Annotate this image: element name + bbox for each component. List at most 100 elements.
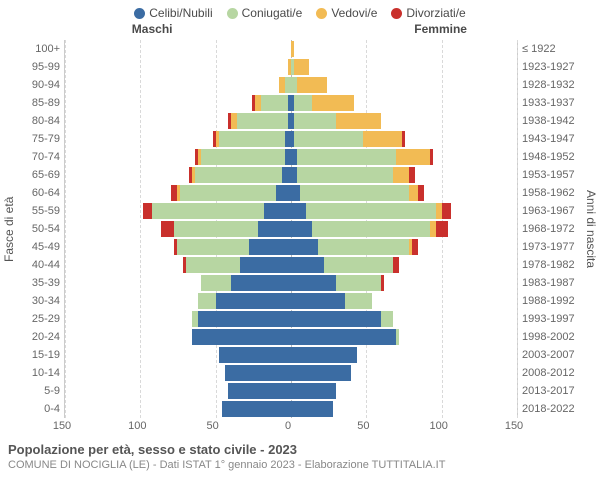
- bar-row: [65, 220, 517, 238]
- bar-segment: [249, 239, 291, 255]
- bar-row: [65, 310, 517, 328]
- bar-segment: [294, 59, 309, 75]
- birth-tick: 1978-1982: [522, 256, 582, 274]
- age-tick: 25-29: [18, 310, 60, 328]
- bar-segment: [336, 113, 381, 129]
- header-male: Maschi: [132, 22, 173, 36]
- male-bar: [201, 275, 291, 291]
- legend-label: Divorziati/e: [406, 6, 465, 20]
- age-tick: 50-54: [18, 220, 60, 238]
- bar-segment: [291, 203, 306, 219]
- bar-segment: [231, 275, 291, 291]
- bar-segment: [291, 257, 324, 273]
- bar-row: [65, 400, 517, 418]
- bar-segment: [201, 275, 231, 291]
- bar-segment: [396, 149, 429, 165]
- bar-segment: [312, 95, 354, 111]
- female-bar: [291, 311, 393, 327]
- bar-segment: [261, 95, 288, 111]
- age-tick: 20-24: [18, 328, 60, 346]
- bar-row: [65, 148, 517, 166]
- bar-row: [65, 130, 517, 148]
- female-bar: [291, 275, 384, 291]
- bar-segment: [258, 221, 291, 237]
- bar-segment: [291, 383, 336, 399]
- bar-segment: [291, 41, 294, 57]
- bar-segment: [264, 203, 291, 219]
- birth-tick: 1933-1937: [522, 94, 582, 112]
- bar-row: [65, 364, 517, 382]
- bar-segment: [291, 401, 333, 417]
- female-bar: [291, 401, 333, 417]
- bar-segment: [294, 95, 312, 111]
- bar-segment: [219, 131, 285, 147]
- birth-tick: 1988-1992: [522, 292, 582, 310]
- bar-row: [65, 58, 517, 76]
- bar-segment: [324, 257, 393, 273]
- age-tick: 85-89: [18, 94, 60, 112]
- birth-tick: 2018-2022: [522, 400, 582, 418]
- male-bar: [222, 401, 291, 417]
- age-tick: 55-59: [18, 202, 60, 220]
- x-tick: 100: [429, 420, 447, 432]
- bar-segment: [186, 257, 240, 273]
- legend-swatch: [316, 8, 327, 19]
- bar-segment: [240, 257, 291, 273]
- bar-segment: [291, 239, 318, 255]
- bars: [65, 40, 517, 418]
- age-tick: 80-84: [18, 112, 60, 130]
- bar-segment: [393, 167, 408, 183]
- age-tick: 90-94: [18, 76, 60, 94]
- bar-segment: [198, 293, 216, 309]
- bar-segment: [174, 221, 258, 237]
- bar-segment: [393, 257, 399, 273]
- female-bar: [291, 365, 351, 381]
- bar-segment: [318, 239, 408, 255]
- legend-label: Vedovi/e: [331, 6, 377, 20]
- bar-row: [65, 184, 517, 202]
- male-bar: [161, 221, 291, 237]
- bar-segment: [345, 293, 372, 309]
- bar-row: [65, 274, 517, 292]
- age-tick: 65-69: [18, 166, 60, 184]
- age-tick: 40-44: [18, 256, 60, 274]
- bar-segment: [276, 185, 291, 201]
- male-bar: [143, 203, 291, 219]
- x-tick: 50: [357, 420, 369, 432]
- bar-segment: [381, 311, 393, 327]
- x-tick: 150: [505, 420, 523, 432]
- male-bar: [279, 77, 291, 93]
- bar-segment: [225, 365, 291, 381]
- age-tick: 100+: [18, 40, 60, 58]
- male-bar: [228, 383, 291, 399]
- bar-row: [65, 346, 517, 364]
- male-bar: [213, 131, 291, 147]
- birth-tick: 2013-2017: [522, 382, 582, 400]
- age-tick: 60-64: [18, 184, 60, 202]
- bar-segment: [237, 113, 288, 129]
- bar-segment: [306, 203, 436, 219]
- bar-row: [65, 76, 517, 94]
- female-bar: [291, 329, 399, 345]
- female-bar: [291, 347, 357, 363]
- male-bar: [228, 113, 291, 129]
- birth-tick: 1973-1977: [522, 238, 582, 256]
- female-bar: [291, 113, 381, 129]
- bar-segment: [442, 203, 451, 219]
- birth-tick: 2008-2012: [522, 364, 582, 382]
- bar-row: [65, 292, 517, 310]
- x-tick: 100: [128, 420, 146, 432]
- birth-tick: ≤ 1922: [522, 40, 582, 58]
- bar-row: [65, 202, 517, 220]
- legend-label: Celibi/Nubili: [149, 6, 212, 20]
- legend-item-vedovi: Vedovi/e: [316, 6, 377, 20]
- bar-row: [65, 40, 517, 58]
- footer: Popolazione per età, sesso e stato civil…: [0, 436, 600, 471]
- age-tick: 5-9: [18, 382, 60, 400]
- bar-segment: [291, 347, 357, 363]
- male-bar: [174, 239, 291, 255]
- birth-tick: 1993-1997: [522, 310, 582, 328]
- birth-tick: 1943-1947: [522, 130, 582, 148]
- gridline: [517, 40, 518, 418]
- male-bar: [192, 329, 291, 345]
